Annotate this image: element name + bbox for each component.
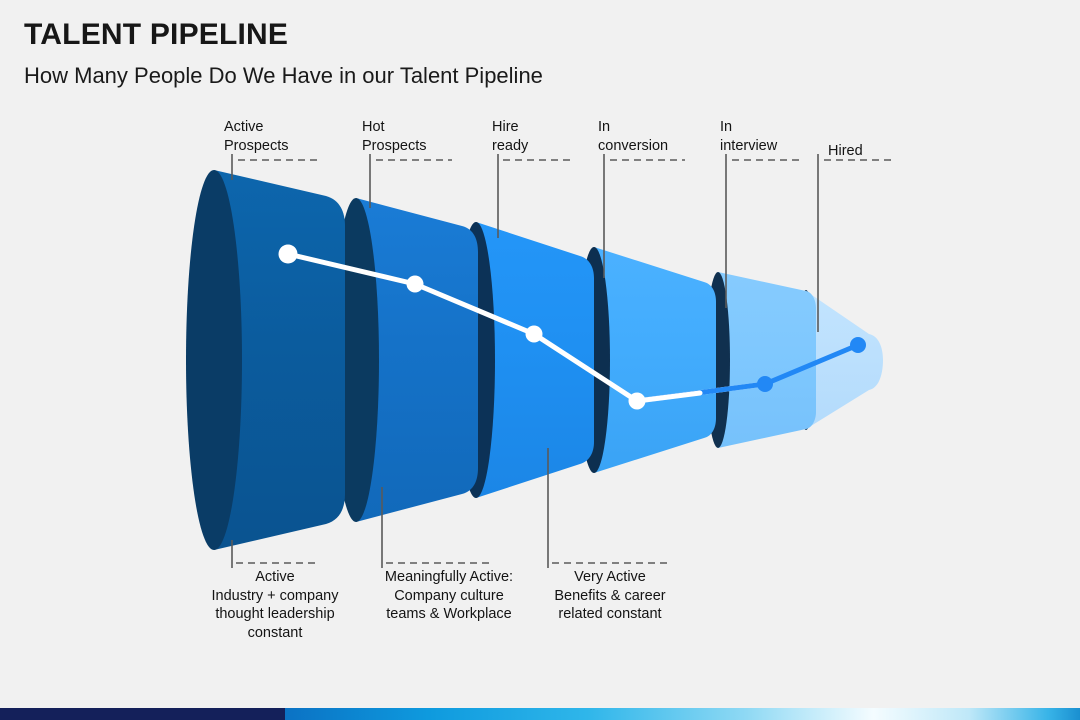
bottom-accent-bar	[0, 708, 1080, 720]
leader-bottom-2	[381, 487, 490, 568]
trend-markers	[278, 244, 866, 410]
accent-bar-gradient	[285, 708, 1080, 720]
top-leader-lines	[231, 154, 892, 332]
data-point-5	[757, 376, 773, 392]
leader-top-4	[603, 154, 685, 278]
stage-label-active-prospects: Active Prospects	[224, 119, 289, 154]
leader-top-3	[497, 154, 572, 238]
note-meaningfully-active: Meaningfully Active: Company culture tea…	[384, 569, 514, 623]
right-edge-strip	[1072, 0, 1080, 708]
stage-label-hire-ready: Hire ready	[492, 119, 529, 154]
data-point-1	[278, 244, 298, 264]
page-title: TALENT PIPELINE	[24, 18, 289, 51]
stage-label-hired: Hired	[828, 143, 863, 159]
data-point-2	[406, 275, 424, 293]
leader-bottom-3	[547, 448, 672, 568]
data-point-3	[525, 325, 543, 343]
funnel-segment-in-interview[interactable]	[706, 272, 816, 448]
bottom-leader-lines	[231, 448, 672, 568]
funnel-segment-in-conversion[interactable]	[578, 247, 716, 473]
leader-top-6	[817, 154, 892, 332]
stage-label-in-interview: In interview	[720, 119, 778, 154]
leader-top-2	[369, 154, 452, 208]
leader-top-1	[231, 154, 320, 180]
funnel-segment-hot-prospects[interactable]	[333, 198, 478, 522]
note-very-active: Very Active Benefits & career related co…	[554, 569, 666, 623]
data-point-4	[628, 392, 646, 410]
leader-bottom-1	[231, 540, 320, 568]
leader-top-5	[725, 154, 800, 308]
funnel-segment-active-prospects[interactable]	[186, 170, 345, 550]
stage-label-in-conversion: In conversion	[598, 119, 669, 154]
data-point-6	[850, 337, 866, 353]
accent-bar-navy	[0, 708, 285, 720]
page-subtitle: How Many People Do We Have in our Talent…	[24, 63, 543, 88]
note-active: Active Industry + company thought leader…	[211, 569, 339, 641]
stage-label-hot-prospects: Hot Prospects	[362, 119, 427, 154]
